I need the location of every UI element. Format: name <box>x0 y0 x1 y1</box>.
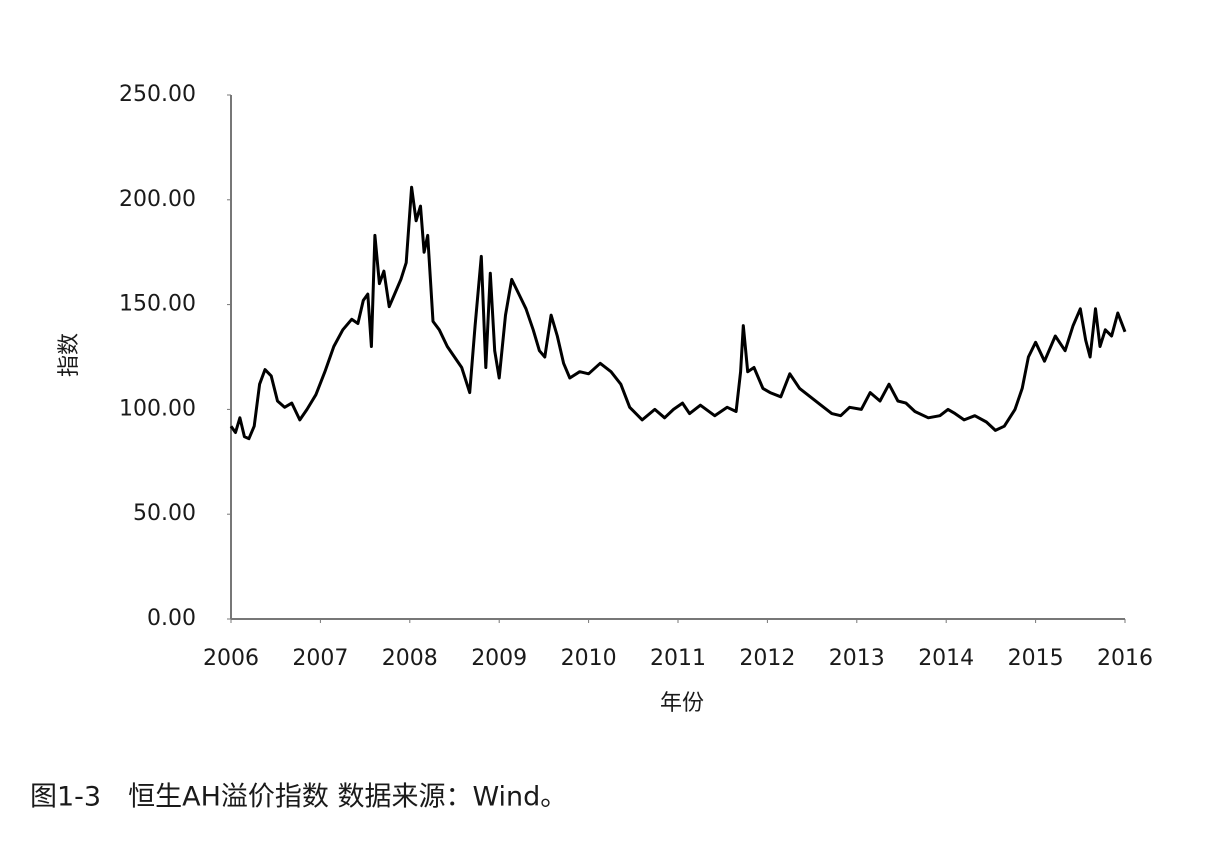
caption: 图1-3 恒生AH溢价指数 数据来源：Wind。 <box>30 782 567 813</box>
x-tick-label: 2013 <box>829 646 885 671</box>
x-tick-label: 2016 <box>1097 646 1153 671</box>
y-tick-label: 150.00 <box>119 292 196 317</box>
x-tick-label: 2007 <box>292 646 348 671</box>
x-tick-label: 2012 <box>739 646 795 671</box>
x-axis-label: 年份 <box>660 691 704 716</box>
y-tick-label: 0.00 <box>147 606 196 631</box>
line-series <box>229 185 1127 441</box>
x-tick-label: 2008 <box>382 646 438 671</box>
y-tick-label: 50.00 <box>133 501 196 526</box>
y-tick-label: 100.00 <box>119 396 196 421</box>
x-tick-label: 2010 <box>561 646 617 671</box>
x-tick-label: 2014 <box>918 646 974 671</box>
x-tick-label: 2009 <box>471 646 527 671</box>
y-tick-label: 250.00 <box>119 82 196 107</box>
x-tick-label: 2011 <box>650 646 706 671</box>
y-tick-label: 200.00 <box>119 187 196 212</box>
x-tick-label: 2006 <box>203 646 259 671</box>
y-axis-label: 指数 <box>57 333 82 377</box>
x-tick-label: 2015 <box>1008 646 1064 671</box>
